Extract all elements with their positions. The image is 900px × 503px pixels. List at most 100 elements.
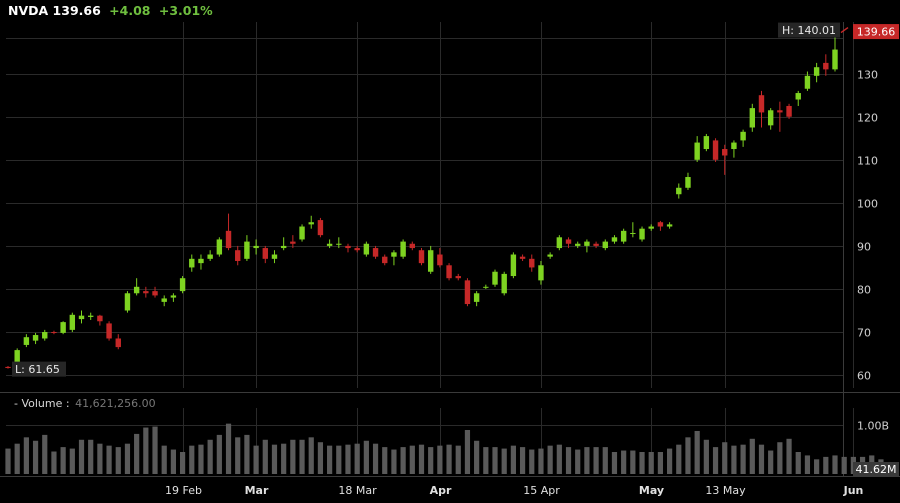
candle-body (832, 49, 838, 70)
volume-bar (712, 447, 719, 474)
candle-body (372, 248, 379, 257)
candle-body (198, 258, 204, 264)
candle-body (336, 243, 342, 245)
volume-bar (777, 442, 783, 474)
candle-body (630, 232, 636, 234)
candle-body (400, 241, 406, 257)
candle-up (795, 90, 801, 106)
candle-up (133, 278, 140, 296)
candle-up (767, 108, 774, 130)
candle-down (409, 241, 416, 251)
candle-down (262, 245, 268, 264)
volume-bar (529, 449, 535, 474)
x-tick-label: 18 Mar (338, 484, 377, 497)
candle-body (69, 314, 76, 330)
candle-up (648, 224, 654, 231)
candle-body (299, 226, 305, 240)
volume-bar (841, 456, 847, 474)
volume-bar (804, 455, 811, 474)
candle-body (538, 265, 544, 281)
volume-bar (88, 439, 94, 474)
candle-body (620, 230, 627, 242)
volume-bar (758, 444, 765, 474)
candle-body (657, 222, 664, 227)
candle-body (575, 243, 581, 246)
candle-body (740, 131, 746, 141)
volume-bar (143, 427, 149, 474)
volume-bar (97, 443, 103, 474)
candle-down (786, 103, 792, 119)
volume-bar (464, 430, 471, 474)
candle-down (152, 286, 158, 298)
volume-header[interactable]: - Volume : 41,621,256.00 (14, 397, 156, 410)
candle-up (179, 276, 186, 294)
candle-down (437, 248, 443, 268)
volume-bar (134, 433, 140, 474)
candle-up (308, 215, 314, 229)
candle-body (712, 140, 719, 160)
y-tick-label: 70 (857, 327, 871, 340)
candle-body (143, 291, 149, 294)
low-label: L: 61.65 (15, 363, 60, 376)
candle-down (657, 220, 664, 231)
candle-body (170, 295, 177, 298)
x-tick-label: 15 Apr (523, 484, 560, 497)
candle-body (565, 239, 572, 244)
candle-body (795, 93, 801, 100)
volume-bar (611, 452, 618, 474)
volume-bar (519, 447, 526, 474)
y-tick-label: 90 (857, 241, 871, 254)
candle-body (14, 350, 20, 363)
volume-bar (510, 445, 516, 474)
candle-body (409, 243, 416, 249)
candle-up (611, 235, 618, 244)
volume-bar (327, 445, 333, 474)
candle-body (703, 136, 710, 150)
y-tick-label: 80 (857, 284, 871, 297)
candle-body (602, 241, 608, 249)
candle-body (179, 278, 186, 292)
volume-bar (51, 451, 57, 474)
candle-body (427, 250, 434, 272)
candle-up (124, 291, 131, 313)
candle-body (804, 75, 811, 89)
candle-up (473, 291, 480, 307)
candle-body (767, 110, 774, 126)
x-tick-label: Apr (430, 484, 452, 497)
candle-body (78, 315, 85, 320)
candle-down (712, 138, 719, 162)
candle-up (271, 250, 278, 264)
volume-bar (32, 440, 39, 474)
candle-down (354, 245, 360, 253)
candle-body (317, 220, 324, 236)
x-tick-label: May (639, 484, 664, 497)
candle-body (152, 291, 158, 296)
candle-body (106, 323, 112, 339)
candle-up (492, 269, 498, 287)
candle-body (271, 254, 278, 259)
candle-up (363, 241, 370, 257)
volume-bar (225, 423, 232, 474)
candle-body (32, 335, 39, 341)
candle-body (308, 222, 314, 225)
candle-up (427, 245, 434, 274)
volume-bar (814, 459, 820, 474)
candle-body (97, 315, 103, 322)
volume-bar (602, 447, 608, 474)
volume-bar (281, 443, 287, 474)
volume-bar (152, 426, 158, 474)
candle-up (161, 295, 167, 307)
candle-body (758, 95, 765, 113)
volume-value: 41,621,256.00 (75, 397, 156, 410)
candle-up (740, 129, 746, 147)
candle-down (51, 330, 57, 335)
candle-up (694, 136, 700, 162)
volume-bar (694, 430, 700, 474)
candle-body (326, 243, 333, 246)
candle-body (42, 332, 48, 339)
candle-body (225, 230, 232, 249)
volume-bar (161, 445, 167, 474)
volume-bar (198, 444, 204, 474)
volume-bar (474, 440, 480, 474)
candle-up (78, 310, 85, 324)
